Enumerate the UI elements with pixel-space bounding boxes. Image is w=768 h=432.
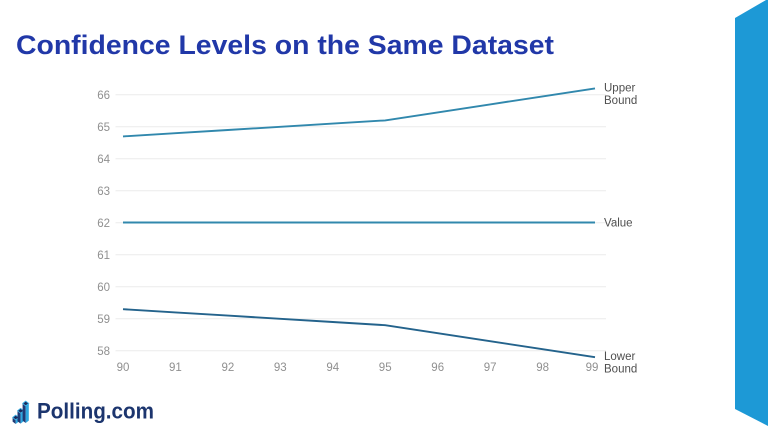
svg-text:61: 61 [97, 250, 110, 262]
svg-text:94: 94 [326, 362, 339, 374]
svg-text:99: 99 [586, 362, 599, 374]
svg-text:92: 92 [222, 362, 235, 374]
svg-text:97: 97 [484, 362, 497, 374]
svg-text:60: 60 [97, 282, 110, 294]
svg-text:58: 58 [97, 346, 110, 358]
svg-text:95: 95 [379, 362, 392, 374]
svg-text:62: 62 [97, 218, 110, 230]
svg-text:Confidence Levels on the Same: Confidence Levels on the Same Dataset [16, 30, 554, 60]
svg-text:66: 66 [97, 90, 110, 102]
svg-text:93: 93 [274, 362, 287, 374]
svg-text:Polling.com: Polling.com [37, 398, 154, 423]
svg-text:63: 63 [97, 186, 110, 198]
svg-text:64: 64 [97, 154, 110, 166]
svg-text:65: 65 [97, 122, 110, 134]
svg-text:Bound: Bound [604, 364, 637, 376]
svg-text:98: 98 [536, 362, 549, 374]
svg-text:59: 59 [97, 314, 110, 326]
svg-text:Bound: Bound [604, 95, 637, 107]
svg-text:96: 96 [431, 362, 444, 374]
svg-text:91: 91 [169, 362, 182, 374]
svg-text:Upper: Upper [604, 83, 635, 95]
svg-text:90: 90 [117, 362, 130, 374]
svg-text:Value: Value [604, 218, 633, 230]
svg-text:Lower: Lower [604, 351, 635, 363]
